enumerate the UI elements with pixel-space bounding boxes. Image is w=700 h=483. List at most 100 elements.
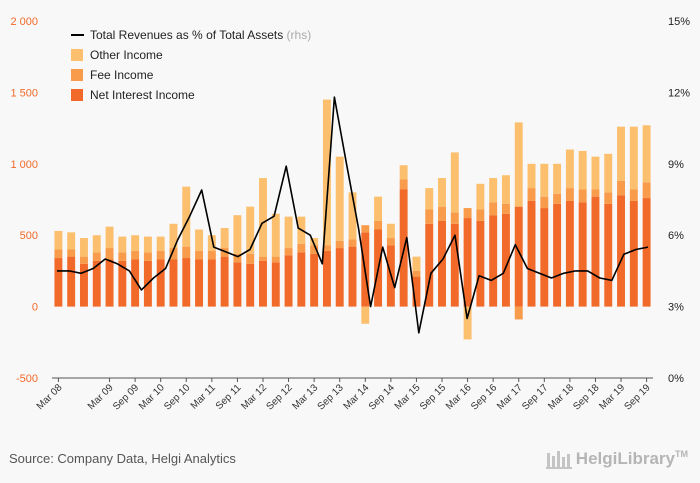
- bar-other-income: [322, 99, 331, 246]
- bar-other-income: [540, 163, 549, 197]
- bar-other-income: [476, 183, 485, 210]
- bar-net-interest-income: [578, 202, 587, 307]
- bar-other-income: [374, 196, 383, 221]
- bar-other-income: [399, 165, 408, 180]
- x-tick-label: Mar 09: [86, 382, 116, 412]
- chart-svg: -500 0 500 1 000 1 500 2 000 0% 3% 6% 9% 12% 15% Mar…: [10, 16, 690, 413]
- bar-fee-income: [514, 306, 523, 320]
- legend-swatch: [71, 49, 83, 61]
- x-tick-label: Mar 18: [546, 382, 576, 412]
- bar-other-income: [169, 223, 178, 249]
- bar-fee-income: [156, 250, 165, 260]
- bar-net-interest-income: [92, 260, 101, 307]
- bar-net-interest-income: [118, 260, 127, 307]
- bar-net-interest-income: [182, 258, 191, 307]
- y-right-tick-label: 9%: [668, 159, 684, 171]
- bar-other-income: [54, 230, 63, 250]
- bar-fee-income: [412, 270, 421, 277]
- bar-other-income: [361, 306, 370, 324]
- bar-fee-income: [131, 250, 140, 260]
- y-right-tick-label: 6%: [668, 230, 684, 242]
- bar-fee-income: [220, 248, 229, 257]
- bar-net-interest-income: [604, 203, 613, 307]
- bar-fee-income: [501, 203, 510, 214]
- x-tick-label: Mar 14: [342, 382, 372, 412]
- bar-net-interest-income: [617, 195, 625, 307]
- bar-other-income: [565, 149, 574, 189]
- legend-line-label: Total Revenues as % of Total Assets (rhs…: [90, 28, 311, 42]
- bar-fee-income: [386, 238, 395, 246]
- bar-fee-income: [399, 179, 408, 190]
- bar-other-income: [92, 235, 101, 253]
- bar-other-income: [271, 213, 280, 257]
- bar-fee-income: [105, 248, 114, 260]
- bar-net-interest-income: [629, 200, 638, 307]
- bar-net-interest-income: [297, 252, 306, 307]
- bar-fee-income: [284, 248, 293, 256]
- bar-net-interest-income: [284, 255, 293, 307]
- bar-net-interest-income: [67, 256, 76, 307]
- bar-net-interest-income: [195, 259, 204, 307]
- x-tick-label: Mar 13: [290, 382, 320, 412]
- bar-net-interest-income: [514, 206, 523, 307]
- bar-fee-income: [463, 208, 472, 219]
- x-tick-label: Mar 11: [189, 382, 219, 412]
- bar-net-interest-income: [591, 196, 600, 307]
- bar-fee-income: [207, 250, 216, 260]
- x-tick-label: Sep 11: [214, 382, 244, 412]
- bar-other-income: [118, 236, 127, 253]
- source-note: Source: Company Data, Helgi Analytics: [9, 451, 236, 466]
- bar-other-income: [335, 156, 344, 241]
- y-left-tick-label: 2 000: [10, 16, 38, 28]
- x-tick-label: Mar 08: [35, 382, 65, 412]
- bar-net-interest-income: [335, 248, 344, 307]
- y-right-tick-label: 15%: [668, 16, 690, 28]
- bar-other-income: [489, 178, 498, 203]
- bar-other-income: [604, 153, 613, 193]
- bar-fee-income: [450, 212, 459, 224]
- brand-name: HelgiLibraryTM: [576, 449, 688, 469]
- x-tick-label: Sep 19: [623, 382, 653, 412]
- bar-other-income: [80, 238, 88, 257]
- y-right-tick-label: 3%: [668, 302, 684, 314]
- bar-fee-income: [527, 188, 536, 201]
- bar-other-income: [143, 236, 152, 253]
- bar-fee-income: [348, 239, 357, 247]
- bar-fee-income: [335, 240, 344, 249]
- bar-fee-income: [259, 256, 267, 261]
- bar-other-income: [246, 206, 255, 254]
- bar-fee-income: [80, 256, 88, 264]
- y-left-tick-label: 1 000: [10, 159, 38, 171]
- x-tick-label: Sep 17: [520, 382, 550, 412]
- bar-fee-income: [67, 249, 76, 257]
- bar-net-interest-income: [565, 200, 574, 307]
- bar-net-interest-income: [438, 220, 446, 307]
- bar-fee-income: [246, 253, 255, 264]
- x-tick-label: Mar 17: [495, 382, 525, 412]
- bar-fee-income: [143, 252, 152, 261]
- bar-other-income: [438, 178, 446, 207]
- bar-other-income: [617, 126, 625, 181]
- bar-fee-income: [118, 252, 127, 261]
- x-tick-label: Mar 15: [393, 382, 423, 412]
- y-left-tick-label: 500: [20, 230, 38, 242]
- x-tick-label: Mar 19: [597, 382, 627, 412]
- bar-other-income: [425, 188, 434, 210]
- bar-net-interest-income: [553, 203, 562, 307]
- bar-fee-income: [591, 189, 600, 197]
- bar-other-income: [220, 228, 229, 249]
- y-left-tick-label: 0: [32, 302, 38, 314]
- bar-net-interest-income: [412, 276, 421, 307]
- bar-fee-income: [169, 248, 178, 260]
- bar-fee-income: [361, 225, 370, 233]
- bar-other-income: [195, 229, 204, 251]
- x-tick-label: Sep 15: [418, 382, 448, 412]
- bar-net-interest-income: [220, 256, 229, 307]
- bar-net-interest-income: [450, 223, 459, 307]
- bar-other-income: [67, 232, 76, 250]
- bar-net-interest-income: [540, 208, 549, 307]
- bar-other-income: [514, 122, 523, 207]
- bar-net-interest-income: [489, 215, 498, 307]
- bar-net-interest-income: [80, 263, 88, 307]
- x-tick-label: Mar 10: [137, 382, 167, 412]
